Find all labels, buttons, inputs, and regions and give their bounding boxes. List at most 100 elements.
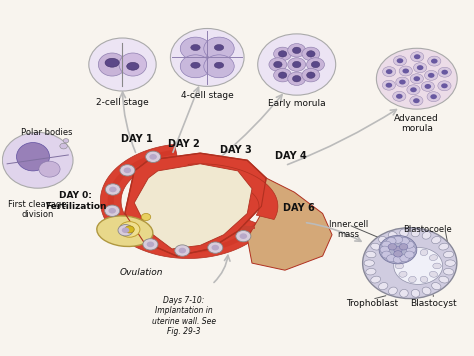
Text: Early morula: Early morula xyxy=(268,99,326,108)
Polygon shape xyxy=(247,178,332,270)
Ellipse shape xyxy=(400,289,408,297)
Ellipse shape xyxy=(407,85,420,95)
Ellipse shape xyxy=(17,142,49,171)
Ellipse shape xyxy=(307,58,325,71)
Text: DAY 4: DAY 4 xyxy=(275,151,307,161)
Ellipse shape xyxy=(180,55,210,78)
Ellipse shape xyxy=(432,283,441,290)
Circle shape xyxy=(363,227,457,299)
Ellipse shape xyxy=(445,260,456,266)
Circle shape xyxy=(388,244,397,250)
Circle shape xyxy=(400,255,409,262)
Ellipse shape xyxy=(269,58,287,71)
Text: DAY 0:
Fertilization: DAY 0: Fertilization xyxy=(45,191,106,211)
Polygon shape xyxy=(108,150,260,253)
Circle shape xyxy=(413,98,419,103)
Circle shape xyxy=(208,242,223,253)
Circle shape xyxy=(179,248,186,253)
Ellipse shape xyxy=(432,236,441,244)
Circle shape xyxy=(414,54,420,59)
Ellipse shape xyxy=(409,249,416,256)
Circle shape xyxy=(393,256,403,263)
Circle shape xyxy=(428,73,435,78)
Circle shape xyxy=(109,208,116,214)
Circle shape xyxy=(410,87,417,92)
Ellipse shape xyxy=(421,82,435,91)
Ellipse shape xyxy=(410,52,424,62)
Circle shape xyxy=(125,226,134,233)
Text: Trophoblast: Trophoblast xyxy=(346,299,398,308)
Circle shape xyxy=(394,251,402,257)
Ellipse shape xyxy=(273,47,292,61)
Ellipse shape xyxy=(119,53,146,76)
Ellipse shape xyxy=(399,255,407,261)
Circle shape xyxy=(380,246,390,253)
Circle shape xyxy=(273,61,282,68)
Ellipse shape xyxy=(204,37,234,60)
Ellipse shape xyxy=(2,132,73,188)
Ellipse shape xyxy=(105,58,119,67)
Circle shape xyxy=(119,222,140,237)
Polygon shape xyxy=(134,164,252,249)
Circle shape xyxy=(211,245,219,251)
Ellipse shape xyxy=(420,249,428,256)
Ellipse shape xyxy=(444,268,454,275)
Ellipse shape xyxy=(204,55,234,78)
Circle shape xyxy=(400,244,408,250)
Circle shape xyxy=(382,251,391,258)
Circle shape xyxy=(278,72,287,78)
Ellipse shape xyxy=(39,161,60,177)
Text: DAY 6: DAY 6 xyxy=(283,204,315,214)
Ellipse shape xyxy=(97,216,153,246)
Circle shape xyxy=(405,251,414,258)
Polygon shape xyxy=(100,144,267,258)
Circle shape xyxy=(146,151,161,162)
Ellipse shape xyxy=(191,62,200,68)
Circle shape xyxy=(292,75,301,82)
Ellipse shape xyxy=(420,276,428,283)
Ellipse shape xyxy=(366,251,376,258)
Ellipse shape xyxy=(376,48,457,109)
Text: First cleavage
division: First cleavage division xyxy=(9,200,67,219)
Ellipse shape xyxy=(258,34,336,95)
Ellipse shape xyxy=(400,229,408,237)
Ellipse shape xyxy=(399,271,407,277)
Ellipse shape xyxy=(302,68,320,82)
Ellipse shape xyxy=(429,255,438,261)
Circle shape xyxy=(431,59,438,64)
Circle shape xyxy=(124,167,131,173)
Text: 2-cell stage: 2-cell stage xyxy=(96,98,149,106)
Ellipse shape xyxy=(214,44,224,51)
Ellipse shape xyxy=(191,44,200,51)
Text: DAY 3: DAY 3 xyxy=(219,145,251,155)
Ellipse shape xyxy=(439,276,449,283)
Ellipse shape xyxy=(127,62,139,70)
Circle shape xyxy=(175,245,190,256)
Text: Blastocyst: Blastocyst xyxy=(410,299,456,308)
Circle shape xyxy=(430,94,437,99)
Circle shape xyxy=(149,154,157,159)
Circle shape xyxy=(394,246,402,253)
Ellipse shape xyxy=(288,72,306,85)
Ellipse shape xyxy=(438,81,451,91)
Ellipse shape xyxy=(427,92,440,102)
Circle shape xyxy=(118,225,133,236)
Circle shape xyxy=(146,241,154,247)
Ellipse shape xyxy=(302,47,320,61)
Circle shape xyxy=(109,187,117,192)
Circle shape xyxy=(292,47,301,53)
Circle shape xyxy=(141,214,151,221)
Ellipse shape xyxy=(383,80,395,90)
Circle shape xyxy=(307,72,315,78)
Ellipse shape xyxy=(411,289,420,297)
Circle shape xyxy=(143,239,158,250)
Text: Advanced
morula: Advanced morula xyxy=(394,114,439,134)
Circle shape xyxy=(406,246,416,253)
Circle shape xyxy=(413,76,420,81)
Circle shape xyxy=(105,184,120,195)
Ellipse shape xyxy=(444,251,454,258)
Ellipse shape xyxy=(379,283,388,290)
Circle shape xyxy=(122,227,129,233)
Circle shape xyxy=(63,138,69,143)
Circle shape xyxy=(394,247,443,284)
